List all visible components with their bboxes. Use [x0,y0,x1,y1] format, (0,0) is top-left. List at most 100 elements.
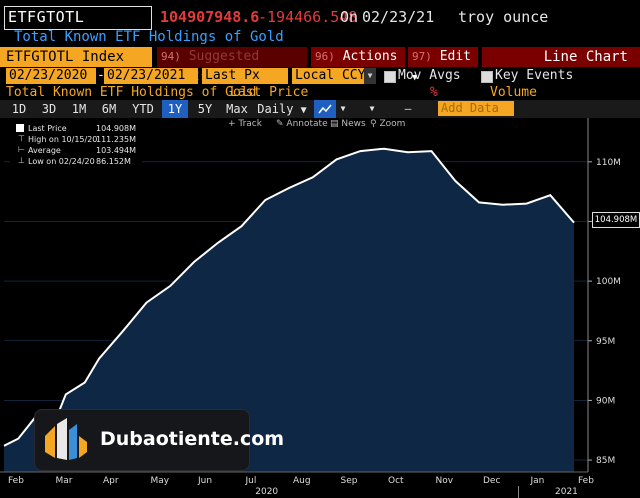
x-tick-label: Mar [56,476,73,486]
dropdown-icon[interactable]: ▼ [364,68,376,84]
unit-label: troy ounce [458,8,549,26]
index-field[interactable]: ETFGTOTL Index [0,47,152,67]
period-6m[interactable]: 6M [101,102,117,116]
low-marker-icon: ⊥ [18,156,25,165]
year-label: 2021 [555,487,578,497]
caret-down-icon: ▼ [412,73,418,83]
ticker-symbol: ETFGTOTL [8,8,85,26]
pencil-icon: ✎ [276,119,284,129]
watermark-text: Dubaotiente.com [100,428,285,450]
series-line [3,147,575,447]
high-label: High on 10/15/20 [28,135,98,144]
x-tick-label: Aug [293,476,311,486]
zoom-icon: ⚲ [370,119,377,129]
end-date-field[interactable]: 02/23/2021 ▦ [104,68,198,98]
last-price-value: 104.908M [96,124,136,133]
period-max[interactable]: Max [226,102,248,116]
legend-series: Total Known ETF Holdings of Gold [6,85,257,100]
series-area [4,148,574,472]
x-tick-label: Sep [341,476,358,486]
y-tick-label: 95M [596,337,615,347]
start-date-field[interactable]: 02/23/2020 ▦ [6,68,96,98]
line-chart-icon[interactable] [314,100,336,118]
average-label: Average [28,146,61,155]
date-separator: - [97,68,105,83]
price-chart[interactable]: 85M90M95M100M105M110M FebMarAprMayJunJul… [0,118,640,498]
annotate-tool[interactable]: ✎ Annotate [276,119,328,129]
track-tool[interactable]: + Track [228,119,262,129]
period-1y[interactable]: 1Y [162,100,188,118]
percent-toggle[interactable]: % [430,85,438,100]
average-value: 103.494M [96,146,136,155]
suggested-charts-button[interactable]: 94) Suggested Charts [157,47,307,84]
y-tick-label: 90M [596,396,615,406]
calendar-icon[interactable]: ▦ [107,87,114,98]
stats-box: Last Price 104.908M ⊤ High on 10/15/20 1… [10,120,142,172]
period-1d[interactable]: 1D [11,102,27,116]
chart-type-label[interactable]: Line Chart [482,47,640,67]
y-tick-label: 85M [596,456,615,466]
low-value: 86.152M [96,157,131,166]
end-date-value: 02/23/2021 [107,68,186,83]
volume-label: Volume [490,85,537,100]
caret-down-icon: ▼ [300,105,307,116]
zoom-tool[interactable]: ⚲ Zoom [370,119,405,129]
x-tick-label: Jul [245,476,257,486]
average-marker-icon: ⊢ [18,145,25,154]
actions-label: Actions [342,49,398,64]
edit-menu[interactable]: 97) Edit ▼ [408,47,478,83]
track-label: Track [238,119,262,129]
zoom-label: Zoom [379,119,406,129]
year-label: 2020 [255,487,278,497]
x-tick-label: Oct [388,476,404,486]
edit-num: 97) [412,50,432,63]
y-tick-label: 100M [596,277,621,287]
key-events-checkbox[interactable] [481,71,493,83]
crosshair-icon: + [228,119,236,129]
x-tick-label: Jun [197,476,212,486]
security-description: Total Known ETF Holdings of Gold [14,29,284,45]
price-change: -194466.548 [258,8,358,26]
x-tick-label: Feb [578,476,594,486]
x-tick-label: Nov [436,476,454,486]
period-5y[interactable]: 5Y [197,102,213,116]
quote-date: 02/23/21 [362,8,435,26]
currency-select[interactable]: Local CCY ▼ [292,68,376,84]
start-date-value: 02/23/2020 [9,68,88,83]
actions-menu[interactable]: 96) Actions ▼ [311,47,405,83]
pin-icon[interactable]: – [404,102,412,115]
last-price-label: Last Price [28,124,67,133]
last-price-tag: 104.908M [592,212,640,228]
options-dropdown-icon[interactable]: ▼ [369,104,375,113]
period-1m[interactable]: 1M [71,102,87,116]
add-data-input[interactable]: Add Data [438,101,514,116]
suggested-num: 94) [161,50,181,63]
frequency-value: Daily [257,102,294,116]
chart-style-dropdown-icon[interactable]: ▼ [340,104,346,113]
mov-avgs-label: Mov Avgs [398,68,461,83]
x-tick-label: Dec [483,476,500,486]
y-tick-label: 110M [596,158,621,168]
news-tool[interactable]: ▤ News [330,119,366,129]
period-ytd[interactable]: YTD [132,102,154,116]
x-axis: Feb Mar Apr May Jun Jul Aug Sep Oct Nov Dec Jan Feb2… [0,471,594,498]
low-label: Low on 02/24/20 [28,157,95,166]
period-3d[interactable]: 3D [41,102,57,116]
watermark-logo-icon [45,418,87,460]
last-price: 104907948.6 [160,8,260,26]
x-tick-label: May [151,476,170,486]
high-value: 111.235M [96,135,136,144]
news-icon: ▤ [330,119,339,129]
legend-field: Last Price [230,85,309,100]
on-label: On [340,8,359,26]
x-tick-label: Apr [103,476,119,486]
calendar-icon[interactable]: ▦ [9,87,16,98]
actions-num: 96) [315,50,335,63]
mov-avgs-checkbox[interactable] [384,71,396,83]
watermark-badge [34,409,250,471]
price-field-select[interactable]: Last Px [202,68,288,84]
high-marker-icon: ⊤ [18,134,25,143]
news-label: News [341,119,366,129]
ticker-box[interactable] [4,6,152,30]
frequency-select[interactable]: Daily ▼ [256,100,308,118]
